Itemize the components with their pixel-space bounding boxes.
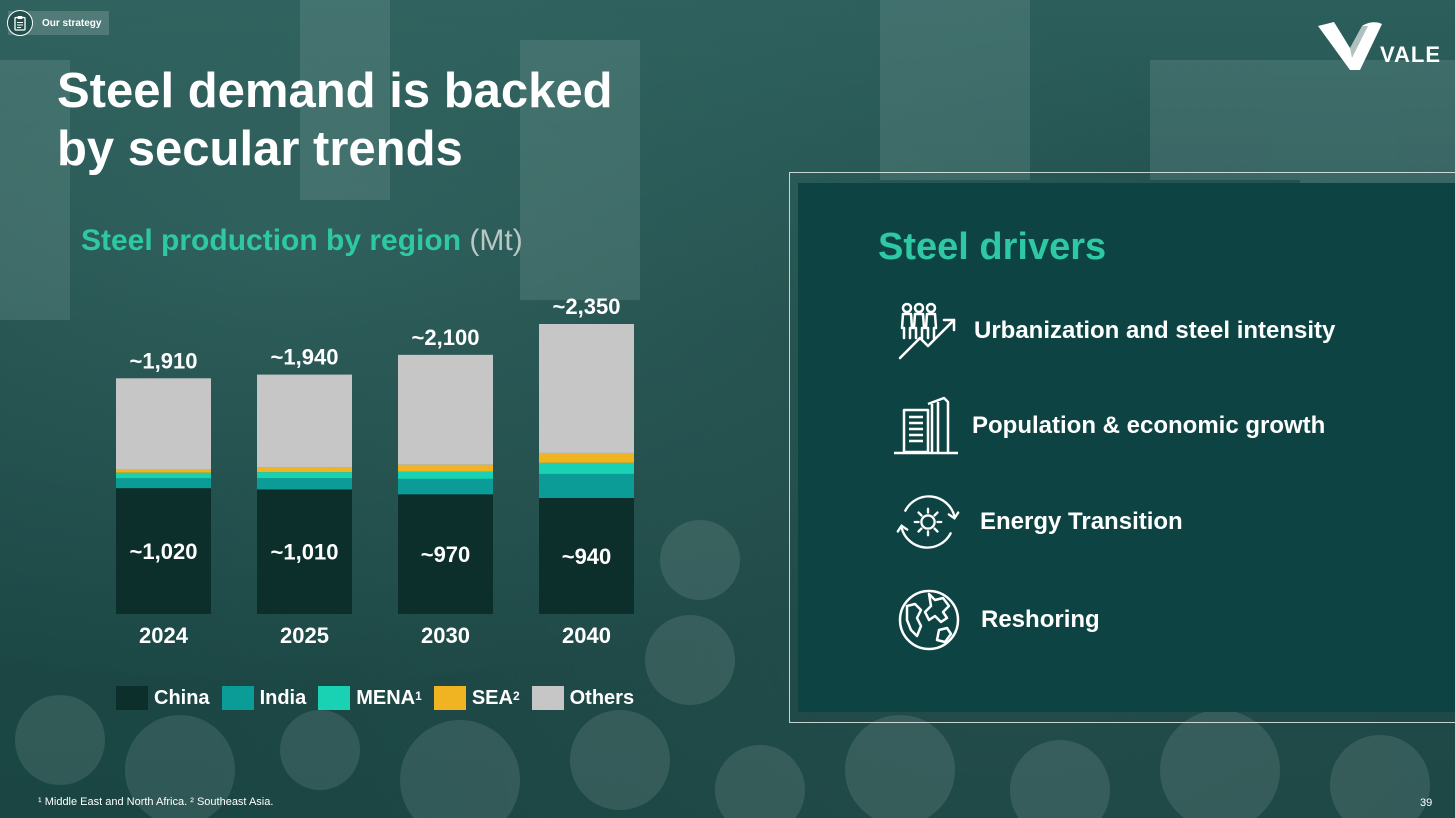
bar-segment-mena-2025 xyxy=(257,472,352,479)
legend-item-mena: MENA 1 xyxy=(318,686,422,710)
clipboard-icon xyxy=(7,10,33,36)
page-title: Steel demand is backed by secular trends xyxy=(57,62,757,178)
globe-icon xyxy=(895,586,963,654)
steel-production-chart: ~1,020 ~1,910 2024 ~1,010 ~1,940 2025 ~970 ~2,1… xyxy=(116,294,634,648)
total-label-2040: ~2,350 xyxy=(553,294,621,319)
buildings-icon xyxy=(892,392,960,460)
footnote: ¹ Middle East and North Africa. ² Southe… xyxy=(38,796,274,808)
bar-segment-sea-2025 xyxy=(257,467,352,473)
legend-swatch-mena xyxy=(318,686,351,710)
steel-drivers-title: Steel drivers xyxy=(878,226,1107,268)
section-tag: Our strategy xyxy=(7,10,109,36)
bar-segment-china-2040 xyxy=(539,498,634,614)
driver-population: Population & economic growth xyxy=(892,392,1325,460)
legend-superscript-mena: 1 xyxy=(415,689,422,703)
bar-segment-sea-2040 xyxy=(539,452,634,463)
bar-segment-mena-2024 xyxy=(116,472,211,479)
driver-population-label: Population & economic growth xyxy=(972,412,1326,439)
data-label-china-2030: ~970 xyxy=(421,542,471,567)
driver-reshoring-label: Reshoring xyxy=(981,606,1100,633)
page-number: 39 xyxy=(1420,797,1433,809)
bar-segment-india-2025 xyxy=(257,478,352,490)
bar-segment-india-2030 xyxy=(398,478,493,495)
bar-segment-mena-2030 xyxy=(398,471,493,479)
chart-legend: China India MENA 1 SEA 2 Others xyxy=(116,686,634,710)
legend-swatch-others xyxy=(531,686,564,710)
data-label-china-2040: ~940 xyxy=(562,544,612,569)
chart-title-unit: (Mt) xyxy=(469,224,523,257)
driver-urbanization-label: Urbanization and steel intensity xyxy=(974,317,1336,344)
bar-segment-sea-2030 xyxy=(398,464,493,472)
people-growth-icon xyxy=(894,297,962,365)
legend-item-others: Others xyxy=(531,686,635,710)
legend-label-others: Others xyxy=(569,686,635,709)
bar-segment-sea-2024 xyxy=(116,469,211,473)
brand-wordmark: VALE xyxy=(1380,42,1442,67)
legend-item-sea: SEA 2 xyxy=(433,686,520,710)
legend-superscript-sea: 2 xyxy=(512,689,520,703)
total-label-2025: ~1,940 xyxy=(271,345,339,370)
bar-segment-others-2040 xyxy=(539,324,634,453)
x-tick-label-2040: 2040 xyxy=(562,623,611,648)
legend-label-sea: SEA xyxy=(471,686,513,709)
bar-segment-india-2024 xyxy=(116,478,211,489)
legend-label-china: China xyxy=(154,686,210,709)
data-label-china-2025: ~1,010 xyxy=(271,540,339,565)
sun-cycle-icon xyxy=(894,488,962,556)
bar-segment-mena-2040 xyxy=(539,462,634,474)
bar-segment-china-2030 xyxy=(398,494,493,614)
x-tick-label-2030: 2030 xyxy=(421,623,470,648)
x-tick-label-2024: 2024 xyxy=(139,623,189,648)
vale-logo: VALE xyxy=(1316,20,1441,72)
data-label-china-2024: ~1,020 xyxy=(130,539,198,564)
bar-segment-india-2040 xyxy=(539,473,634,498)
legend-swatch-india xyxy=(221,686,254,710)
total-label-2030: ~2,100 xyxy=(412,325,480,350)
bar-segment-china-2025 xyxy=(257,489,352,614)
driver-energy-transition: Energy Transition xyxy=(894,488,1183,556)
legend-label-mena: MENA xyxy=(356,686,416,709)
bar-segment-china-2024 xyxy=(116,488,211,614)
legend-swatch-sea xyxy=(433,686,466,710)
chart-title: Steel production by region (Mt) xyxy=(81,224,523,258)
bar-segment-others-2030 xyxy=(398,354,493,465)
driver-reshoring: Reshoring xyxy=(895,586,1100,654)
bar-segment-others-2025 xyxy=(257,374,352,468)
title-line-1: Steel demand is backed xyxy=(57,64,613,118)
title-line-2: by secular trends xyxy=(57,122,463,176)
total-label-2024: ~1,910 xyxy=(130,348,198,373)
chart-title-main: Steel production by region xyxy=(81,224,462,257)
driver-energy-transition-label: Energy Transition xyxy=(980,508,1183,535)
driver-urbanization: Urbanization and steel intensity xyxy=(894,297,1335,365)
section-tag-label: Our strategy xyxy=(42,17,102,29)
vale-v-logo-icon xyxy=(1318,22,1382,70)
legend-item-india: India xyxy=(221,686,307,710)
x-tick-label-2025: 2025 xyxy=(280,623,329,648)
legend-label-india: India xyxy=(259,686,307,709)
legend-swatch-china xyxy=(116,686,148,710)
legend-item-china: China xyxy=(116,686,210,710)
bar-segment-others-2024 xyxy=(116,378,211,469)
